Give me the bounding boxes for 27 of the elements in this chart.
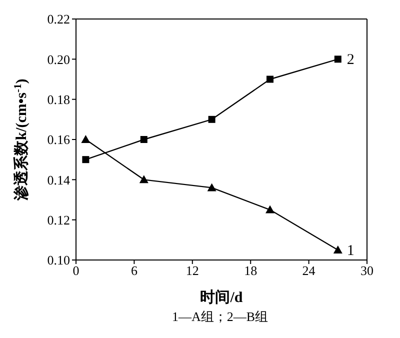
point	[140, 136, 148, 143]
y-tick-label: 0.22	[47, 12, 70, 27]
series-label: 1	[346, 242, 354, 259]
x-tick-label: 0	[72, 263, 80, 278]
x-tick-label: 18	[244, 263, 258, 278]
point	[266, 76, 274, 83]
point	[139, 175, 148, 184]
y-tick-label: 0.14	[47, 172, 70, 188]
x-tick-label: 6	[130, 263, 138, 278]
text: 1—A组；2—B组	[170, 308, 270, 326]
x-tick-label: 30	[360, 263, 374, 278]
y-tick-label: 0.10	[47, 252, 70, 268]
point	[81, 135, 90, 143]
point	[207, 183, 216, 192]
y-tick-label: 0.20	[47, 52, 70, 67]
y-tick-label: 0.18	[47, 92, 70, 107]
point	[334, 56, 342, 63]
point	[208, 116, 216, 123]
y-tick-label: 0.16	[47, 132, 70, 148]
y-tick-label: 0.12	[47, 212, 70, 228]
x-tick-label: 12	[186, 263, 199, 278]
x-axis-title: 时间/d	[200, 289, 244, 306]
series-label: 2	[346, 52, 354, 68]
x-tick-label: 24	[302, 263, 316, 278]
point	[266, 205, 274, 214]
point	[82, 156, 90, 164]
point	[333, 245, 342, 254]
